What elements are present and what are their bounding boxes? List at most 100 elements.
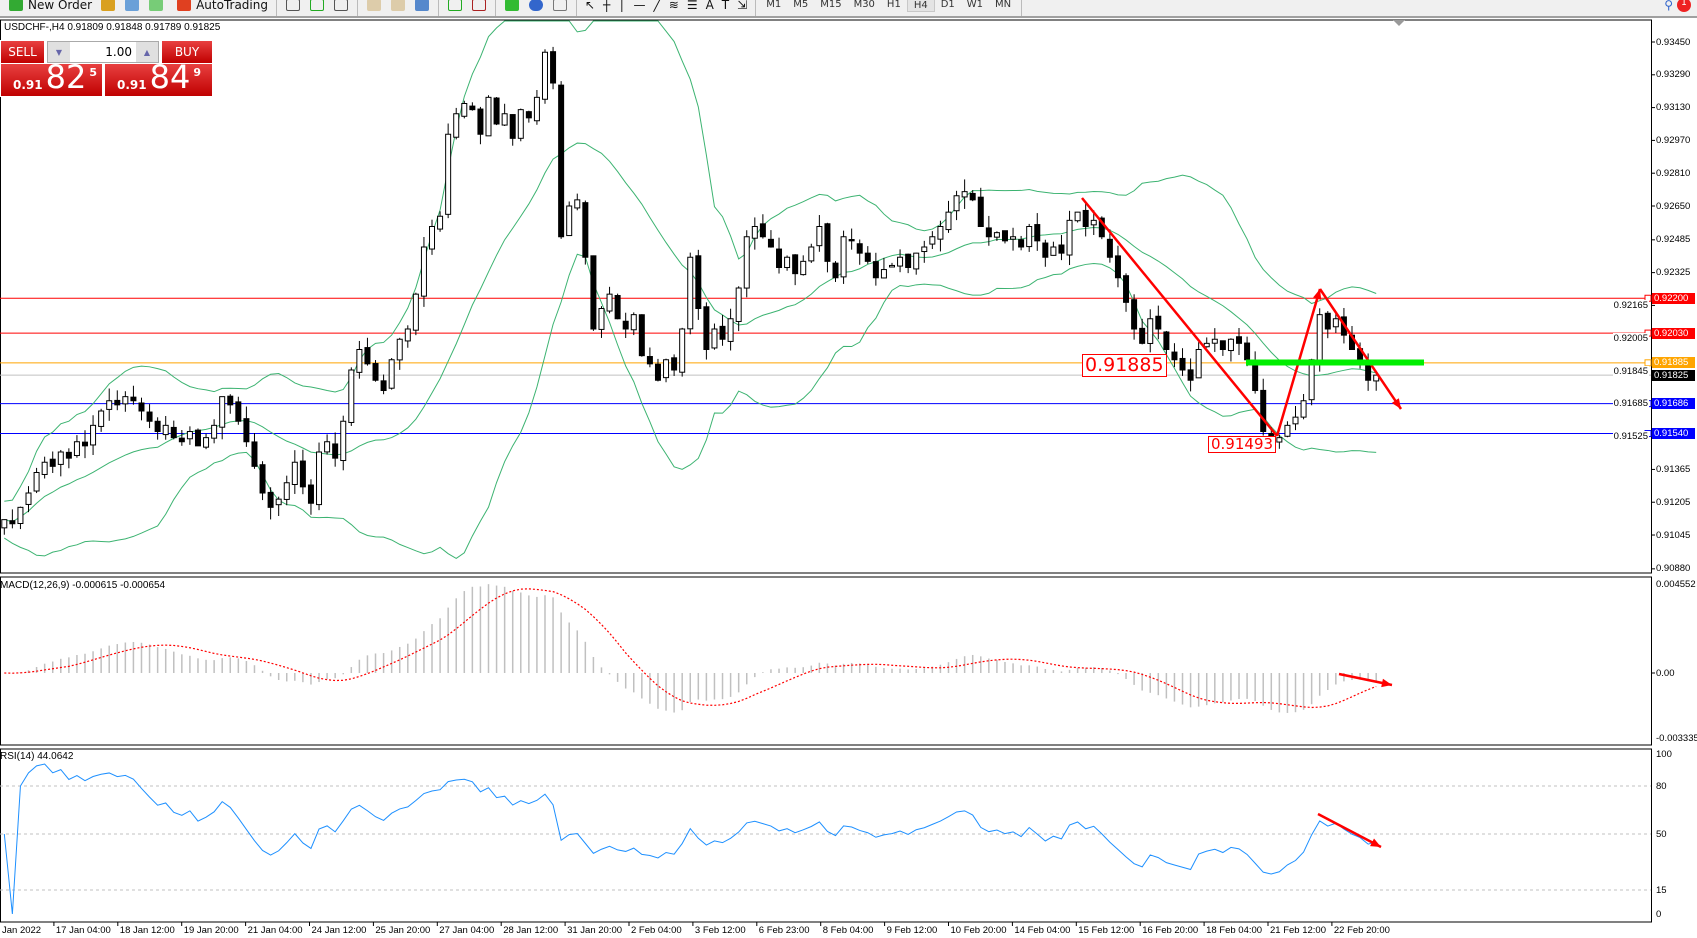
price-line-tag: 0.92030	[1652, 327, 1695, 339]
notification-badge[interactable]: 1	[1677, 0, 1691, 12]
bullish-candle	[937, 226, 944, 240]
timeframe-w1[interactable]: W1	[966, 0, 984, 10]
timeframe-d1[interactable]: D1	[940, 0, 955, 10]
bearish-candle	[299, 460, 306, 488]
bullish-candle	[106, 400, 113, 410]
time-axis-label: 14 Feb 04:00	[1014, 925, 1071, 936]
market-watch-icon[interactable]	[101, 0, 116, 11]
bearish-candle	[1324, 312, 1331, 330]
bullish-candle	[606, 293, 613, 312]
fibonacci-icon[interactable]: ☰	[686, 0, 698, 12]
bearish-candle	[985, 227, 992, 238]
lot-size-input[interactable]: 1.00	[105, 45, 132, 59]
sell-button[interactable]: SELL	[0, 40, 45, 64]
bullish-candle	[1227, 338, 1234, 352]
time-axis-label: 25 Jan 20:00	[375, 925, 431, 936]
text-label-icon[interactable]: T	[721, 0, 730, 12]
buy-price-button[interactable]: 0.91 84 9	[104, 61, 213, 97]
trendline-icon[interactable]: ╱	[653, 0, 661, 12]
lot-size-stepper[interactable]: ▼ 1.00 ▲	[47, 41, 159, 63]
rsi-axis-label: 15	[1656, 884, 1667, 896]
text-icon[interactable]: A	[705, 0, 714, 12]
time-axis-label: 8 Feb 04:00	[822, 925, 874, 936]
bullish-candle	[1308, 359, 1315, 401]
rsi-line	[3, 763, 1377, 915]
vertical-line-icon[interactable]: │	[618, 0, 626, 12]
timeframe-m1[interactable]: M1	[766, 0, 782, 10]
tile-windows-icon[interactable]	[414, 0, 429, 11]
bearish-candle	[380, 380, 387, 391]
new-order-button[interactable]: New Order	[0, 0, 96, 13]
time-axis-label: 10 Feb 20:00	[950, 925, 1007, 936]
rsi-axis-label: 50	[1656, 828, 1667, 840]
bearish-candle	[1106, 238, 1113, 258]
timeframe-h4[interactable]: H4	[906, 0, 935, 12]
bullish-candle	[33, 472, 40, 492]
bullish-candle	[283, 482, 290, 500]
bullish-candle	[1010, 236, 1017, 240]
sell-price-button[interactable]: 0.91 82 5	[0, 61, 103, 97]
bearish-candle	[776, 248, 783, 268]
bullish-candle	[1332, 318, 1339, 328]
price-annotation-0-91885[interactable]: 0.91885	[1082, 354, 1167, 377]
time-axis-label: 31 Jan 20:00	[567, 925, 623, 936]
lot-increase-button[interactable]: ▲	[136, 42, 158, 62]
navigator-icon[interactable]	[125, 0, 140, 11]
bearish-candle	[550, 51, 557, 84]
bearish-candle	[848, 239, 855, 242]
timeframe-m30[interactable]: M30	[853, 0, 875, 10]
bearish-candle	[759, 223, 766, 238]
price-annotation-0-91493[interactable]: 0.91493	[1208, 436, 1277, 453]
price-axis-label: 0.91845	[1612, 365, 1649, 377]
bearish-candle	[832, 262, 839, 279]
candlestick-icon[interactable]	[309, 0, 324, 11]
auto-scroll-icon[interactable]	[447, 0, 462, 11]
bullish-candle	[291, 461, 298, 486]
cursor-icon[interactable]: ↖	[584, 0, 596, 12]
indicators-icon[interactable]	[504, 0, 519, 11]
bearish-candle	[170, 426, 177, 439]
bullish-candle	[412, 293, 419, 331]
bar-chart-icon[interactable]	[285, 0, 300, 11]
bullish-candle	[1066, 219, 1073, 256]
zoom-in-icon[interactable]	[366, 0, 381, 11]
bearish-candle	[654, 363, 661, 381]
macd-panel-frame	[0, 576, 1652, 746]
bullish-candle	[453, 113, 460, 138]
one-click-trading-panel: SELL ▼ 1.00 ▲ BUY 0.91 82 5 0.91 84 9	[0, 40, 213, 97]
timeframe-m15[interactable]: M15	[820, 0, 842, 10]
bearish-candle	[267, 491, 274, 508]
chart-shift-icon[interactable]	[471, 0, 486, 11]
signals-icon[interactable]	[149, 0, 164, 11]
bearish-candle	[719, 325, 726, 340]
periods-icon[interactable]	[528, 0, 543, 11]
timeframe-h1[interactable]: H1	[886, 0, 901, 10]
autotrading-button[interactable]: AutoTrading	[168, 0, 272, 13]
equidistant-channel-icon[interactable]: ≋	[668, 0, 679, 12]
bullish-candle	[501, 113, 508, 126]
bearish-candle	[977, 196, 984, 228]
bullish-candle	[348, 369, 355, 423]
bearish-candle	[767, 238, 774, 248]
line-chart-icon[interactable]	[333, 0, 348, 11]
crosshair-icon[interactable]: ┼	[603, 0, 611, 12]
bullish-candle	[727, 318, 734, 342]
timeframe-mn[interactable]: MN	[995, 0, 1012, 10]
lot-decrease-button[interactable]: ▼	[48, 42, 70, 62]
bullish-candle	[751, 226, 758, 239]
bullish-candle	[340, 420, 347, 462]
chart-shift-marker-icon	[1393, 20, 1405, 26]
search-icon[interactable]: ⚲	[1664, 0, 1673, 12]
templates-icon[interactable]	[552, 0, 567, 11]
timeframe-m5[interactable]: M5	[793, 0, 809, 10]
time-axis-label: 22 Feb 20:00	[1333, 925, 1390, 936]
horizontal-line-icon[interactable]: —	[633, 0, 646, 12]
bearish-candle	[1139, 327, 1146, 344]
price-axis-label: 0.93450	[1656, 36, 1691, 48]
zoom-out-icon[interactable]	[390, 0, 405, 11]
arrows-icon[interactable]: ⇲	[737, 0, 748, 12]
bearish-candle	[251, 441, 258, 467]
bullish-candle	[929, 236, 936, 245]
bullish-candle	[598, 308, 605, 330]
